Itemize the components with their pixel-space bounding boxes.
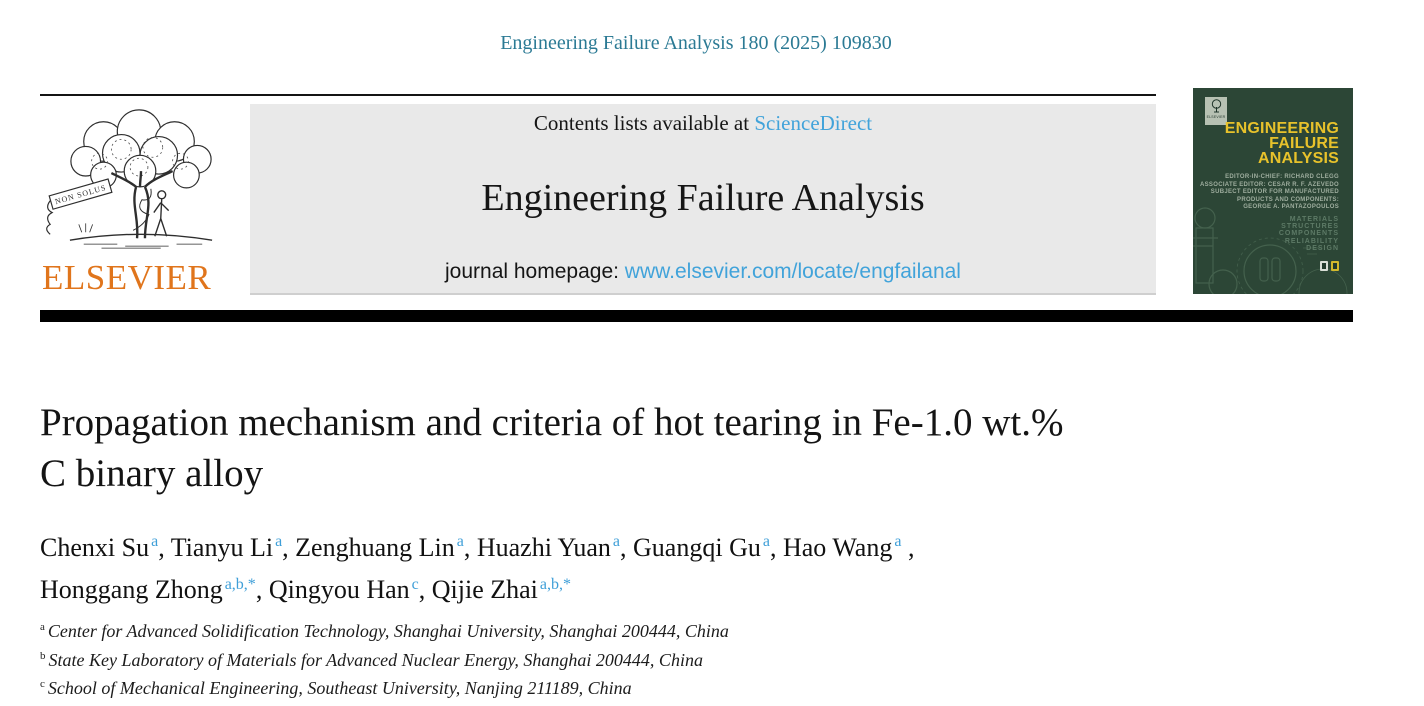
author: Zenghuang Lin a,	[295, 533, 477, 562]
author-affil-sup: a	[151, 533, 159, 550]
author-line: Honggang Zhong a,b,*, Qingyou Han c, Qijie…	[40, 566, 1180, 609]
author-separator: ,	[418, 575, 432, 605]
affiliation-text: School of Mechanical Engineering, Southe…	[47, 678, 632, 698]
author-separator: ,	[901, 532, 915, 562]
cover-machinery-art	[1193, 207, 1348, 294]
journal-cover: ELSEVIER ENGINEERING FAILURE ANALYSIS ED…	[1193, 88, 1353, 294]
author-affil-sup: a	[612, 533, 621, 550]
affiliation-sup: b	[40, 649, 46, 662]
homepage-url-link[interactable]: www.elsevier.com/locate/engfailanal	[624, 260, 961, 283]
author-line: Chenxi Su a, Tianyu Li a, Zenghuang Lin a, …	[40, 523, 1180, 566]
affiliation-text: Center for Advanced Solidification Techn…	[47, 621, 729, 641]
author-separator: ,	[158, 532, 171, 562]
author: Hao Wang a ,	[783, 533, 914, 562]
cover-editor-line: EDITOR-IN-CHIEF: RICHARD CLEGG	[1225, 174, 1339, 180]
author: Guangqi Gu a,	[633, 533, 783, 562]
author: Chenxi Su a,	[40, 533, 171, 562]
cover-editor-line: ASSOCIATE EDITOR: CESAR R. F. AZEVEDO	[1199, 181, 1339, 188]
affiliation-list: a Center for Advanced Solidification Tech…	[40, 615, 1040, 701]
cover-editor-line: GEORGE A. PANTAZOPOULOS	[1243, 204, 1339, 210]
contents-prefix: Contents lists available at	[533, 111, 755, 135]
author-name: Chenxi Su	[40, 532, 150, 562]
author-affil-sup: a	[275, 533, 283, 550]
author-name: Zenghuang Lin	[295, 532, 455, 562]
author-name: Guangqi Gu	[633, 532, 761, 562]
header-divider-bar	[40, 310, 1353, 322]
cover-keywords: MATERIALS STRUCTURES COMPONENTS RELIABIL…	[1279, 216, 1339, 252]
affiliation-sup: a	[40, 621, 45, 633]
author-affil-sup: a	[762, 533, 770, 550]
mini-tree-icon	[1211, 99, 1221, 113]
author-affil-sup: a,b,*	[224, 575, 256, 593]
cover-editor-line: SUBJECT EDITOR FOR MANUFACTURED	[1210, 189, 1339, 195]
author-affil-sup: a	[456, 533, 464, 550]
cover-keyword: STRUCTURES	[1281, 223, 1339, 231]
cover-title: ENGINEERING FAILURE ANALYSIS	[1224, 120, 1339, 167]
homepage-prefix: journal homepage:	[445, 260, 625, 283]
homepage-line: journal homepage: www.elsevier.com/locat…	[445, 260, 961, 284]
journal-banner: Contents lists available at ScienceDirec…	[250, 104, 1156, 295]
author-name: Qijie Zhai	[431, 575, 538, 605]
cover-keyword: DESIGN	[1306, 244, 1339, 252]
affiliation-text: State Key Laboratory of Materials for Ad…	[48, 649, 703, 670]
cover-keyword: COMPONENTS	[1278, 230, 1339, 238]
author: Tianyu Li a,	[171, 533, 295, 562]
author: Qijie Zhai a,b,*	[432, 575, 571, 604]
header-top-rule	[40, 94, 1156, 96]
author-affil-sup: a,b,*	[539, 575, 571, 593]
journal-banner-title: Engineering Failure Analysis	[481, 177, 925, 219]
tree-figure	[153, 190, 170, 237]
cover-publisher-icon	[1320, 261, 1328, 271]
author-affil-sup: a	[894, 533, 902, 550]
author-affil-sup: c	[411, 575, 419, 593]
elsevier-logo: NON SOLUS ELSEVIER	[42, 100, 242, 296]
author-name: Qingyou Han	[268, 575, 410, 605]
author-separator: ,	[463, 532, 477, 562]
article-title-line: C binary alloy	[40, 452, 264, 495]
author-name: Hao Wang	[782, 532, 893, 562]
author: Huazhi Yuan a,	[477, 533, 633, 562]
cover-footer-icons	[1320, 261, 1339, 271]
author-name: Tianyu Li	[170, 532, 274, 562]
author-separator: ,	[620, 532, 634, 562]
affiliation: a Center for Advanced Solidification Tech…	[40, 615, 1040, 644]
cover-elsevier-mini-logo: ELSEVIER	[1205, 97, 1227, 125]
author-list: Chenxi Su a, Tianyu Li a, Zenghuang Lin a, …	[40, 523, 1180, 608]
author-separator: ,	[769, 532, 783, 562]
affiliation: c School of Mechanical Engineering, South…	[40, 672, 1040, 701]
elsevier-wordmark: ELSEVIER	[42, 258, 212, 297]
elsevier-tree-icon: NON SOLUS	[46, 109, 213, 249]
article-title: Propagation mechanism and criteria of ho…	[40, 397, 1180, 499]
affiliation-sup: c	[40, 678, 45, 690]
author: Qingyou Han c,	[269, 575, 432, 604]
cover-title-line: ENGINEERING	[1224, 120, 1339, 137]
cover-editors: EDITOR-IN-CHIEF: RICHARD CLEGG ASSOCIATE…	[1200, 174, 1339, 212]
cover-keyword: RELIABILITY	[1284, 237, 1339, 245]
author-name: Huazhi Yuan	[476, 532, 611, 562]
cover-title-line: ANALYSIS	[1257, 150, 1339, 167]
article-title-line: Propagation mechanism and criteria of ho…	[40, 401, 1064, 444]
cover-keyword: MATERIALS	[1289, 216, 1339, 223]
mini-logo-label: ELSEVIER	[1206, 115, 1226, 119]
author: Honggang Zhong a,b,*,	[40, 575, 269, 604]
journal-citation-link[interactable]: Engineering Failure Analysis 180 (2025) …	[500, 32, 892, 54]
author-separator: ,	[282, 532, 296, 562]
author-separator: ,	[255, 575, 269, 605]
affiliation: b State Key Laboratory of Materials for A…	[40, 644, 1040, 673]
cover-editor-line: PRODUCTS AND COMPONENTS:	[1237, 196, 1339, 203]
contents-line: Contents lists available at ScienceDirec…	[534, 111, 872, 136]
author-name: Honggang Zhong	[40, 575, 223, 605]
cover-title-line: FAILURE	[1269, 135, 1339, 152]
sciencedirect-link[interactable]: ScienceDirect	[754, 111, 873, 135]
cover-barcode-icon	[1331, 261, 1339, 271]
